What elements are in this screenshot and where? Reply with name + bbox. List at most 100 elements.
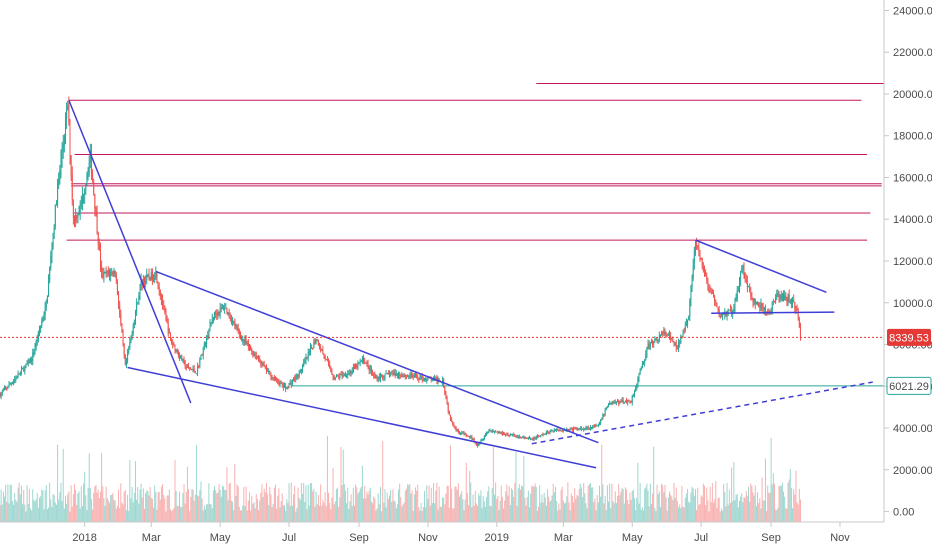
candle-body bbox=[361, 358, 363, 362]
volume-bar bbox=[482, 496, 484, 522]
candle-body bbox=[62, 144, 64, 152]
candle-body bbox=[179, 355, 181, 358]
volume-bar bbox=[139, 489, 141, 522]
volume-bar bbox=[77, 493, 79, 522]
volume-bar bbox=[356, 487, 358, 522]
volume-bar bbox=[389, 495, 391, 522]
volume-bar bbox=[734, 500, 736, 522]
candle-body bbox=[290, 382, 292, 385]
volume-bar bbox=[613, 503, 615, 522]
volume-bar bbox=[393, 500, 395, 522]
volume-bar bbox=[107, 500, 109, 522]
volume-bar bbox=[713, 502, 715, 522]
volume-bar bbox=[236, 483, 238, 522]
candle-body bbox=[87, 173, 89, 177]
candle-body bbox=[149, 277, 151, 281]
volume-bar bbox=[290, 482, 292, 522]
candle-body bbox=[781, 294, 783, 300]
volume-bar bbox=[267, 494, 269, 522]
candle-body bbox=[536, 435, 538, 438]
volume-bar bbox=[578, 488, 580, 522]
volume-bar bbox=[166, 495, 168, 522]
candle-body bbox=[366, 362, 368, 364]
candle-body bbox=[505, 433, 507, 436]
candle-body bbox=[790, 299, 792, 305]
candle-body bbox=[145, 280, 147, 284]
volume-bar bbox=[67, 494, 69, 522]
candle-body bbox=[63, 136, 65, 145]
candle-body bbox=[554, 429, 556, 431]
candle-body bbox=[348, 373, 350, 375]
candle-body bbox=[79, 205, 81, 214]
volume-bar bbox=[96, 492, 98, 522]
volume-bar bbox=[638, 503, 640, 522]
candle-body bbox=[304, 360, 306, 363]
volume-bar bbox=[794, 494, 796, 522]
volume-bar bbox=[592, 487, 594, 522]
y-axis[interactable]: 24000.00 22000.00 20000.00 18000.00 16000.00… bbox=[884, 5, 932, 519]
volume-bar bbox=[526, 497, 528, 522]
volume-bar bbox=[629, 492, 631, 522]
volume-bar bbox=[506, 484, 508, 522]
candle-body bbox=[595, 425, 597, 427]
volume-bar bbox=[86, 509, 88, 522]
candle-body bbox=[632, 395, 634, 397]
volume-bar bbox=[347, 487, 349, 522]
volume-bar bbox=[626, 489, 628, 522]
candle-body bbox=[106, 271, 108, 274]
candle-body bbox=[142, 280, 144, 284]
volume-bar bbox=[726, 482, 728, 522]
x-tick-label: Nov bbox=[418, 532, 438, 544]
volume-bar bbox=[181, 507, 183, 522]
volume-bar bbox=[163, 494, 165, 522]
volume-bar bbox=[501, 496, 503, 522]
candle-body bbox=[430, 378, 432, 381]
volume-bar bbox=[160, 486, 162, 522]
volume-bar bbox=[328, 492, 330, 522]
candle-body bbox=[522, 437, 524, 439]
candle-body bbox=[706, 275, 708, 280]
candle-body bbox=[334, 377, 336, 380]
volume-bar bbox=[598, 485, 600, 522]
candle-body bbox=[586, 427, 588, 429]
candle-body bbox=[745, 279, 747, 282]
candle-body bbox=[277, 379, 279, 383]
candle-body bbox=[410, 373, 412, 378]
volume-bar bbox=[206, 504, 208, 522]
candle-body bbox=[137, 303, 139, 305]
candle-body bbox=[466, 435, 468, 437]
volume-bar bbox=[777, 507, 779, 522]
volume-bar bbox=[568, 502, 570, 522]
volume-bar bbox=[197, 495, 199, 522]
candle-body bbox=[121, 323, 123, 333]
volume-bar bbox=[233, 510, 235, 522]
candle-body bbox=[552, 430, 554, 432]
candle-body bbox=[369, 368, 371, 371]
candle-body bbox=[659, 334, 661, 336]
candle-body bbox=[162, 299, 164, 306]
volume-bar bbox=[384, 489, 386, 522]
candle-body bbox=[276, 377, 278, 380]
volume-bar bbox=[687, 489, 689, 522]
volume-bar bbox=[300, 482, 302, 522]
candle-body bbox=[640, 368, 642, 371]
volume-bar bbox=[120, 483, 122, 522]
volume-bar bbox=[617, 496, 619, 522]
volume-bar bbox=[207, 504, 209, 522]
volume-bar bbox=[513, 496, 515, 522]
candle-body bbox=[379, 375, 381, 379]
trendline bbox=[68, 99, 192, 404]
volume-bar bbox=[199, 490, 201, 522]
candle-body bbox=[147, 274, 149, 276]
candle-body bbox=[735, 299, 737, 302]
candle-body bbox=[457, 430, 459, 432]
candle-body bbox=[154, 278, 156, 280]
candle-body bbox=[375, 377, 377, 379]
candle-body bbox=[560, 429, 562, 431]
volume-bar bbox=[696, 510, 698, 522]
x-axis[interactable]: 2018 Mar May Jul Sep Nov 2019 Mar May Jul Sep Nov bbox=[72, 522, 850, 544]
volume-bar bbox=[132, 502, 134, 522]
y-tick-label: 4000.00 bbox=[893, 423, 932, 435]
candle-body bbox=[22, 368, 24, 370]
